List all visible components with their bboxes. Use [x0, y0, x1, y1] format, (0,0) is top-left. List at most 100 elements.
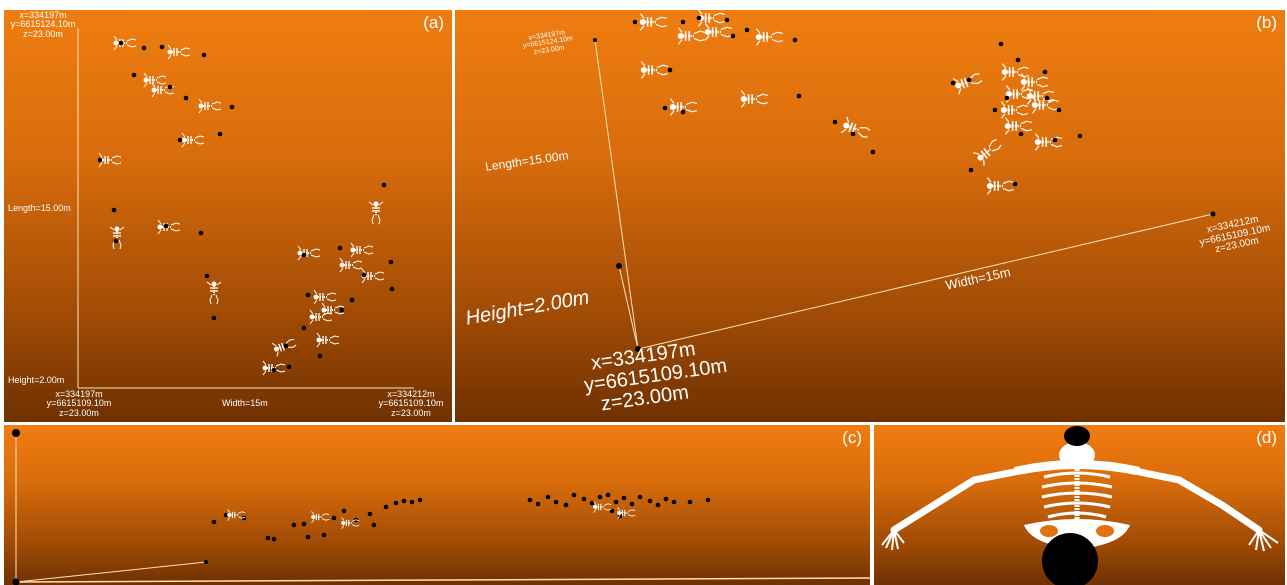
marker-dot — [159, 44, 165, 50]
marker-dot — [663, 496, 669, 502]
skeleton-figure — [1034, 133, 1062, 151]
panel-a-scene — [77, 28, 414, 389]
skeleton-figure — [1031, 96, 1059, 114]
skeleton-figure — [755, 28, 783, 46]
marker-dot — [629, 501, 635, 507]
marker-dot — [317, 353, 323, 359]
skeleton-figure — [952, 73, 983, 95]
marker-dot — [1004, 95, 1010, 101]
marker-dot — [301, 325, 307, 331]
marker-dot — [667, 67, 673, 73]
marker-dot — [605, 492, 611, 498]
marker-dot — [401, 498, 407, 504]
marker-dot — [992, 107, 998, 113]
panel-c-side-view: (c) — [4, 425, 870, 585]
skeleton-figure — [704, 23, 732, 41]
marker-dot — [680, 109, 686, 115]
skeleton-figure — [1000, 101, 1028, 119]
marker-dot — [1012, 181, 1018, 187]
marker-dot — [1077, 133, 1083, 139]
marker-dot — [545, 494, 551, 500]
marker-dot — [12, 429, 20, 437]
axis-length-line — [15, 561, 207, 583]
marker-dot — [696, 15, 702, 21]
panel-a-height-label: Height=2.00m — [8, 375, 65, 385]
coord-y: y=6615109.10m — [46, 398, 112, 409]
marker-dot — [553, 499, 559, 505]
marker-dot — [680, 19, 686, 25]
marker-dot — [223, 512, 229, 518]
skeleton-figure — [109, 226, 125, 250]
skeleton-figure — [350, 242, 374, 258]
skeleton-figure — [339, 257, 363, 273]
marker-dot — [97, 157, 103, 163]
skeleton-figure — [341, 517, 360, 529]
marker-dot — [177, 137, 183, 143]
panel-a-corner-top: x=334197m y=6615124.10m z=23.00m — [4, 10, 82, 39]
marker-dot — [589, 500, 595, 506]
skeleton-figure — [206, 281, 222, 305]
marker-dot — [301, 521, 307, 527]
marker-dot — [229, 104, 235, 110]
marker-dot — [705, 497, 711, 503]
panel-d-label: (d) — [1256, 428, 1277, 447]
skeleton-figure — [297, 245, 321, 261]
marker-dot — [339, 307, 345, 313]
skeleton-figure — [167, 44, 191, 60]
marker-dot — [647, 498, 653, 504]
marker-dot — [687, 499, 693, 505]
marker-dot — [381, 182, 387, 188]
marker-dot — [388, 259, 394, 265]
skeleton-figure — [639, 13, 667, 31]
skeleton-figure — [640, 61, 668, 79]
skeleton-figure — [593, 501, 612, 513]
marker-dot — [417, 497, 423, 503]
marker-dot — [217, 131, 223, 137]
skeleton-figure — [271, 338, 297, 357]
skeleton-figure — [973, 138, 1002, 166]
marker-dot — [796, 93, 802, 99]
marker-dot — [331, 515, 337, 521]
skeleton-figure — [157, 219, 181, 235]
marker-dot — [204, 273, 210, 279]
panel-b-perspective-view: (b) x=334197m y=6615124.10m z=23.00m Len… — [455, 10, 1285, 422]
skeleton-figure — [181, 132, 205, 148]
marker-dot — [613, 499, 619, 505]
marker-dot — [998, 41, 1004, 47]
marker-dot — [968, 167, 974, 173]
marker-dot — [286, 364, 292, 370]
marker-dot — [12, 578, 20, 585]
marker-dot — [527, 497, 533, 503]
marker-dot — [111, 207, 117, 213]
marker-dot — [198, 230, 204, 236]
marker-dot — [662, 105, 668, 111]
panel-a-width-label: Width=15m — [222, 398, 268, 408]
panel-a-corner-bottom-left: x=334197m y=6615109.10m z=23.00m — [34, 389, 124, 418]
marker-dot — [632, 19, 638, 25]
marker-dot — [1052, 137, 1058, 143]
skeleton-figure — [669, 98, 697, 116]
marker-dot — [724, 17, 730, 23]
marker-dot — [1042, 69, 1048, 75]
skeleton-figure — [617, 507, 636, 519]
skeleton-figure — [313, 289, 337, 305]
marker-dot — [349, 297, 355, 303]
panel-a-top-view: (a) x=334197m y=6615124.10m z=23.00m Len… — [4, 10, 452, 422]
marker-dot — [655, 502, 661, 508]
panel-b-scene — [593, 10, 1216, 352]
marker-dot — [201, 52, 207, 58]
skeleton-figure — [1020, 73, 1048, 91]
skeleton-figure — [740, 90, 768, 108]
skeleton-figure — [677, 27, 705, 45]
marker-dot — [1018, 131, 1024, 137]
marker-dot — [635, 346, 641, 352]
marker-dot — [301, 252, 307, 258]
marker-dot — [271, 367, 277, 373]
skeleton-figure — [143, 72, 167, 88]
marker-dot — [563, 502, 569, 508]
marker-dot — [113, 238, 119, 244]
skeleton-figure — [1005, 85, 1033, 103]
skeleton-figure — [198, 98, 222, 114]
marker-dot — [409, 499, 415, 505]
skeleton-figure — [316, 332, 340, 348]
